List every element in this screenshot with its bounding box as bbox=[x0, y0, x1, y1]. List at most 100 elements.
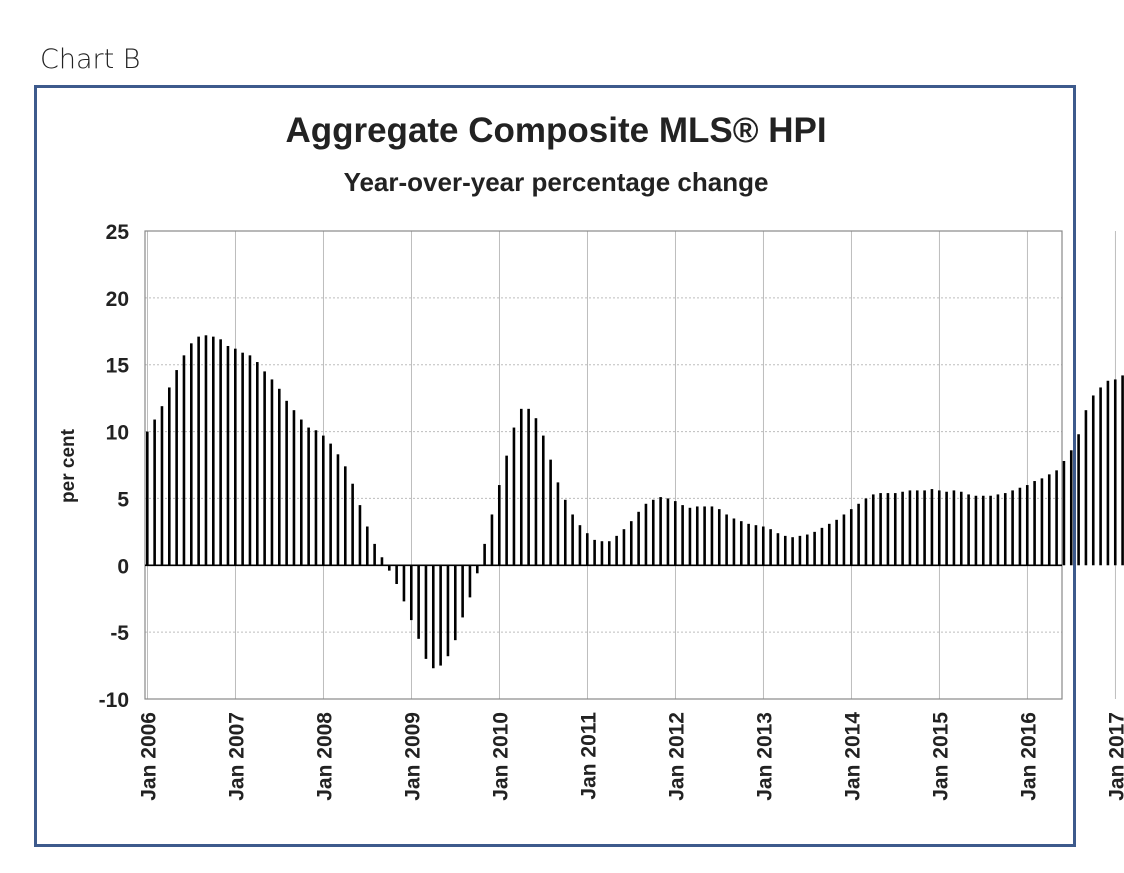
bar bbox=[578, 525, 582, 566]
bar bbox=[747, 523, 750, 566]
bar bbox=[380, 557, 384, 566]
bar bbox=[219, 339, 222, 566]
bar bbox=[754, 525, 758, 566]
bar bbox=[908, 490, 912, 566]
bar bbox=[820, 527, 824, 566]
bar bbox=[197, 336, 200, 566]
bar bbox=[813, 531, 816, 566]
bar bbox=[431, 565, 435, 669]
bar bbox=[541, 435, 545, 566]
axes bbox=[144, 230, 1063, 700]
bar bbox=[534, 418, 538, 566]
bar bbox=[329, 443, 332, 566]
bar bbox=[637, 511, 640, 566]
bar bbox=[989, 495, 992, 566]
bar bbox=[556, 482, 560, 566]
bar bbox=[710, 506, 714, 566]
y-tick-label: 25 bbox=[106, 221, 130, 244]
bar bbox=[600, 541, 604, 566]
bar bbox=[1055, 470, 1058, 566]
bar bbox=[893, 493, 897, 566]
bar bbox=[849, 509, 853, 566]
bar bbox=[629, 521, 633, 566]
bar bbox=[666, 498, 670, 566]
bar bbox=[402, 565, 406, 602]
x-tick-label: Jan 2015 bbox=[929, 712, 952, 801]
bar bbox=[901, 491, 904, 566]
bar bbox=[395, 565, 398, 585]
bar bbox=[255, 362, 259, 566]
bar bbox=[857, 503, 860, 566]
y-tick-label: 15 bbox=[106, 355, 130, 378]
y-tick-label: -5 bbox=[110, 622, 129, 645]
bar bbox=[248, 355, 252, 566]
gridlines bbox=[145, 230, 1116, 700]
x-tick-label: Jan 2016 bbox=[1017, 712, 1040, 801]
bar bbox=[505, 455, 508, 566]
bar bbox=[446, 565, 450, 657]
bar bbox=[622, 529, 626, 566]
bar bbox=[153, 419, 156, 566]
bar bbox=[387, 565, 391, 571]
bar bbox=[167, 387, 171, 566]
bar bbox=[739, 521, 743, 566]
bar bbox=[285, 400, 288, 566]
bar bbox=[644, 503, 648, 566]
bar bbox=[959, 491, 963, 566]
bar bbox=[732, 518, 736, 566]
chart-frame bbox=[34, 85, 1076, 847]
bar bbox=[417, 565, 420, 639]
bar bbox=[725, 514, 728, 566]
bar bbox=[475, 565, 479, 574]
bar bbox=[563, 499, 567, 566]
bar bbox=[527, 408, 530, 566]
bar bbox=[981, 495, 985, 566]
bar bbox=[871, 494, 875, 566]
bar bbox=[1003, 493, 1007, 566]
x-tick-label: Jan 2017 bbox=[1105, 712, 1124, 801]
bar bbox=[307, 427, 310, 566]
bar bbox=[659, 497, 662, 566]
bar bbox=[343, 466, 347, 566]
bar bbox=[226, 345, 230, 566]
bar bbox=[1040, 478, 1044, 566]
x-tick-label: Jan 2014 bbox=[841, 712, 864, 801]
y-tick-labels: -10 -5 0 5 10 15 20 25 bbox=[99, 221, 130, 712]
bar bbox=[585, 533, 589, 566]
bar bbox=[1113, 379, 1117, 566]
bar bbox=[761, 526, 765, 566]
bar bbox=[681, 505, 684, 566]
bar bbox=[1025, 485, 1029, 566]
bar bbox=[241, 352, 244, 566]
y-axis-label: per cent bbox=[58, 428, 79, 503]
bar bbox=[409, 565, 413, 621]
bar bbox=[717, 509, 721, 566]
bar bbox=[607, 541, 611, 566]
bar bbox=[886, 493, 890, 566]
bar bbox=[263, 371, 266, 566]
bar bbox=[1099, 387, 1102, 566]
bar bbox=[798, 535, 802, 566]
x-tick-labels: Jan 2006 Jan 2007 Jan 2008 Jan 2009 Jan 2010… bbox=[138, 712, 1124, 801]
bar bbox=[483, 543, 486, 566]
bar bbox=[373, 543, 376, 566]
bars bbox=[146, 335, 1124, 669]
bar bbox=[1084, 410, 1088, 566]
bar bbox=[468, 565, 472, 598]
bar bbox=[351, 483, 354, 566]
bar bbox=[321, 435, 325, 566]
bar bbox=[314, 430, 318, 566]
bar bbox=[233, 348, 237, 566]
bar bbox=[453, 565, 457, 641]
y-tick-label: 5 bbox=[117, 488, 129, 511]
bar bbox=[930, 489, 934, 566]
bar bbox=[1018, 487, 1022, 566]
bar bbox=[974, 495, 978, 566]
bar bbox=[1047, 474, 1051, 566]
y-tick-label: -10 bbox=[99, 689, 129, 712]
bar bbox=[204, 335, 208, 566]
bar bbox=[615, 535, 618, 566]
bar bbox=[424, 565, 428, 659]
bar bbox=[842, 514, 846, 566]
